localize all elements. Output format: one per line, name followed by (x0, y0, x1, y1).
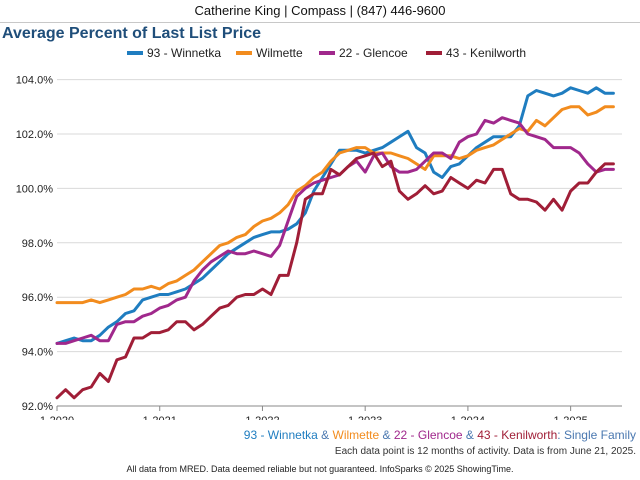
series-line-3 (55, 151, 615, 400)
y-tick-label: 104.0% (16, 75, 54, 87)
y-tick-label: 92.0% (22, 401, 53, 413)
header-bar: Catherine King | Compass | (847) 446-960… (0, 0, 640, 23)
subtitle-wilmette: Wilmette (332, 428, 380, 442)
subtitle-glencoe: 22 - Glencoe (393, 428, 463, 442)
subtitle-amp-2: & (379, 428, 394, 442)
x-tick-label: 1-2021 (143, 415, 177, 420)
subtitle-suffix: : Single Family (557, 428, 636, 442)
x-tick-label: 1-2020 (40, 415, 74, 420)
x-tick-label: 1-2023 (348, 415, 382, 420)
subtitle-amp-1: & (317, 428, 333, 442)
chart-title: Average Percent of Last List Price (2, 25, 262, 42)
series-line-2 (55, 116, 615, 345)
legend-label-0: 93 - Winnetka (147, 46, 221, 60)
x-tick-label: 1-2025 (554, 415, 588, 420)
y-tick-label: 102.0% (16, 129, 54, 141)
legend-label-2: 22 - Glencoe (339, 46, 408, 60)
chart-subtitle: 93 - Winnetka & Wilmette & 22 - Glencoe … (244, 428, 636, 442)
subtitle-amp-3: & (462, 428, 478, 442)
footer-disclaimer: All data from MRED. Data deemed reliable… (126, 464, 514, 474)
data-note: Each data point is 12 months of activity… (334, 446, 636, 457)
legend-label-1: Wilmette (256, 46, 303, 60)
y-tick-label: 96.0% (22, 292, 53, 304)
line-chart: 92.0% 94.0% 96.0% 98.0% 100.0% 102.0% 104.0% 1-… (16, 46, 622, 420)
y-tick-label: 100.0% (16, 183, 54, 195)
series-line-1 (55, 105, 615, 305)
subtitle-kenilworth: 43 - Kenilworth (477, 428, 558, 442)
series-line-0 (55, 86, 615, 345)
x-tick-label: 1-2022 (245, 415, 279, 420)
agent-contact-header: Catherine King | Compass | (847) 446-960… (194, 3, 446, 18)
subtitle-winnetka: 93 - Winnetka (243, 428, 318, 442)
y-tick-label: 94.0% (22, 347, 53, 359)
y-tick-label: 98.0% (22, 238, 53, 250)
x-tick-label: 1-2024 (451, 415, 485, 420)
legend-label-3: 43 - Kenilworth (446, 46, 526, 60)
